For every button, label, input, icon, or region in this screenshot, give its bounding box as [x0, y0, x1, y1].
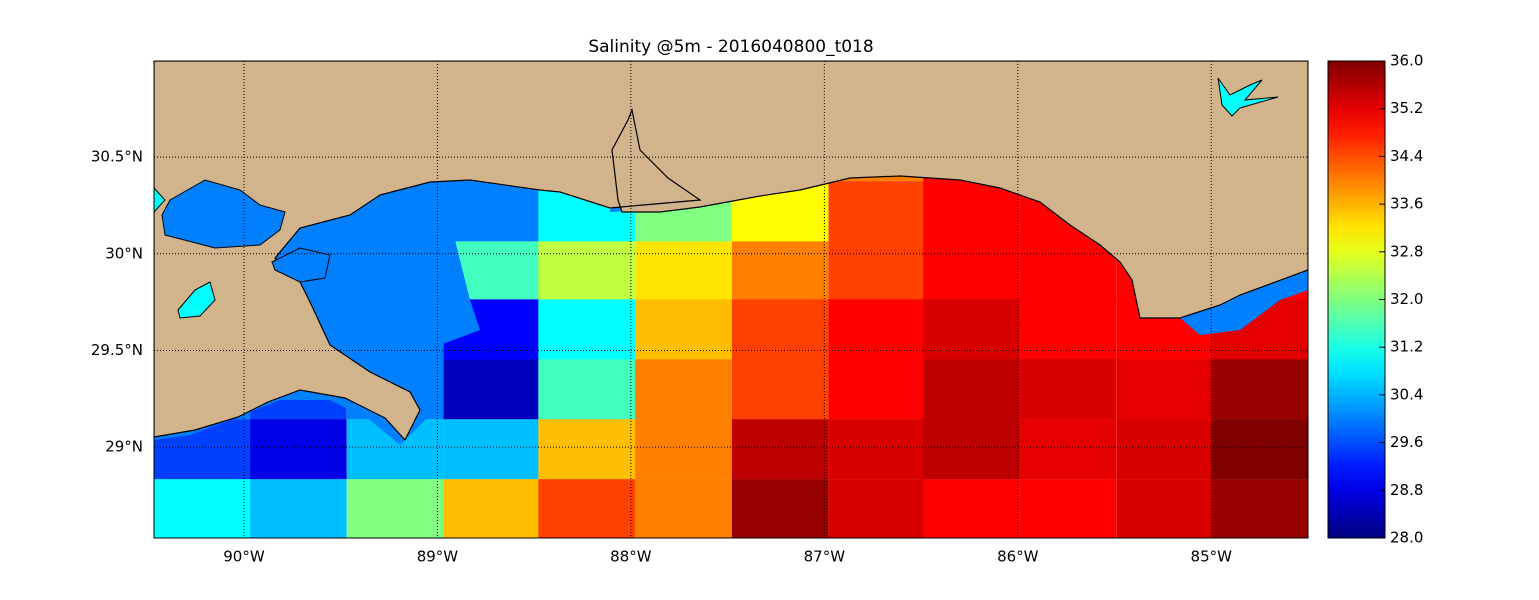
salinity-cell [635, 241, 732, 302]
colorbar-tick-label: 36.0 [1390, 52, 1423, 70]
salinity-cell [635, 299, 732, 360]
land [154, 61, 1308, 445]
salinity-cell [923, 181, 1020, 242]
salinity-cell [731, 359, 829, 420]
salinity-cell [538, 419, 635, 480]
salinity-cell [1020, 479, 1117, 538]
x-tick-label: 85°W [1191, 548, 1233, 566]
salinity-cell [635, 479, 732, 538]
salinity-cell [828, 181, 926, 242]
lake [271, 247, 331, 283]
colorbar-tick-label: 31.2 [1390, 338, 1423, 356]
colorbar-tick-label: 32.8 [1390, 242, 1423, 260]
colorbar-tick-label: 35.2 [1390, 99, 1423, 117]
salinity-cell [828, 419, 926, 480]
salinity-cell [731, 479, 829, 538]
salinity-cell [1116, 359, 1214, 420]
salinity-cell [828, 359, 926, 420]
colorbar-tick-label: 33.6 [1390, 195, 1423, 213]
salinity-cell [1020, 419, 1117, 480]
salinity-cell [538, 241, 635, 302]
salinity-cell [1020, 359, 1117, 420]
salinity-cell [731, 419, 829, 480]
salinity-cell [1211, 359, 1308, 420]
x-tick-label: 86°W [997, 548, 1039, 566]
salinity-cell [635, 359, 732, 420]
salinity-cell [250, 479, 347, 538]
lake [1217, 77, 1279, 117]
colorbar-tick-label: 28.8 [1390, 481, 1423, 499]
y-tick-label: 29°N [105, 438, 143, 456]
colorbar-tick-label: 32.0 [1390, 290, 1423, 308]
salinity-cell [923, 299, 1020, 360]
salinity-cell [346, 479, 444, 538]
salinity-cell [731, 241, 829, 302]
salinity-cell [250, 419, 347, 480]
salinity-cell [1211, 479, 1308, 538]
colorbar-tick-label: 28.0 [1390, 529, 1423, 547]
chart-title: Salinity @5m - 2016040800_t018 [588, 37, 873, 57]
colorbar-tick-label: 34.4 [1390, 147, 1423, 165]
x-tick-label: 89°W [417, 548, 459, 566]
lake [154, 187, 166, 213]
salinity-cell [923, 359, 1020, 420]
salinity-cell [154, 479, 250, 538]
salinity-cell [443, 359, 541, 420]
salinity-cell [828, 241, 926, 302]
salinity-cell [923, 419, 1020, 480]
salinity-cell [1116, 479, 1214, 538]
salinity-cell [1211, 419, 1308, 480]
colorbar-tick-label: 30.4 [1390, 385, 1423, 403]
salinity-cell [923, 241, 1020, 302]
lake [161, 179, 286, 249]
salinity-cell [635, 419, 732, 480]
y-tick-label: 29.5°N [91, 341, 143, 359]
fresh-water [1180, 270, 1308, 335]
lake [177, 281, 216, 319]
land-mass [154, 61, 1308, 442]
plot-frame [153, 60, 1309, 539]
salinity-cell [538, 359, 635, 420]
salinity-cell [828, 299, 926, 360]
salinity-cell [443, 419, 541, 480]
salinity-cell [1116, 419, 1214, 480]
x-tick-label: 90°W [223, 548, 265, 566]
salinity-cell [1020, 241, 1117, 302]
salinity-cell [923, 479, 1020, 538]
x-tick-label: 87°W [804, 548, 846, 566]
colorbar-tick-label: 29.6 [1390, 433, 1423, 451]
graticule [154, 61, 1308, 538]
salinity-cell [538, 299, 635, 360]
salinity-cell [443, 479, 541, 538]
salinity-cell [731, 299, 829, 360]
salinity-cell [828, 479, 926, 538]
y-tick-label: 30°N [105, 244, 143, 262]
salinity-cell [538, 479, 635, 538]
colorbar [1327, 60, 1386, 539]
salinity-cell [1020, 299, 1117, 360]
x-tick-label: 88°W [610, 548, 652, 566]
y-tick-label: 30.5°N [91, 148, 143, 166]
